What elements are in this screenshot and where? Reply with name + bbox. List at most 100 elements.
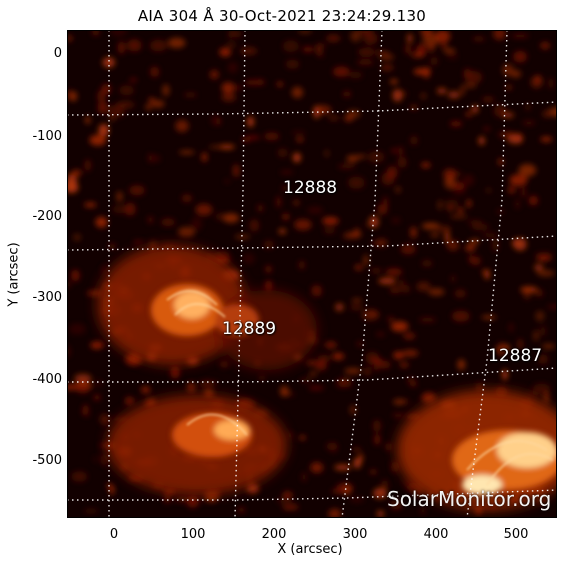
network-bright-point — [167, 37, 186, 48]
network-bright-point — [244, 79, 263, 86]
network-bright-point — [409, 380, 417, 387]
network-bright-point — [509, 174, 528, 187]
region-label-12887: 12887 — [488, 346, 543, 366]
network-bright-point — [242, 253, 255, 265]
network-bright-point — [354, 264, 363, 271]
network-bright-point — [462, 174, 475, 186]
network-bright-point — [259, 375, 265, 381]
network-bright-point — [324, 341, 337, 349]
network-bright-point — [190, 217, 203, 231]
network-bright-point — [246, 483, 259, 494]
x-tick-label: 300 — [342, 527, 368, 542]
network-bright-point — [411, 491, 425, 496]
network-bright-point — [110, 30, 128, 37]
network-bright-point — [294, 219, 312, 231]
network-bright-point — [129, 185, 145, 196]
network-bright-point — [332, 352, 345, 360]
network-bright-point — [390, 461, 400, 473]
network-bright-point — [482, 232, 498, 238]
x-tick-label: 200 — [261, 527, 287, 542]
network-bright-point — [345, 485, 350, 495]
network-bright-point — [234, 85, 243, 90]
network-bright-point — [418, 317, 436, 323]
network-bright-point — [301, 472, 307, 483]
network-bright-point — [399, 362, 409, 368]
network-bright-point — [84, 159, 91, 172]
network-bright-point — [406, 33, 413, 44]
network-bright-point — [277, 148, 288, 158]
network-bright-point — [391, 217, 401, 224]
network-bright-point — [226, 43, 236, 47]
network-bright-point — [459, 85, 465, 96]
network-bright-point — [347, 176, 365, 189]
network-bright-point — [463, 84, 477, 88]
network-bright-point — [410, 226, 417, 239]
network-bright-point — [446, 239, 460, 251]
network-bright-point — [390, 321, 409, 332]
network-bright-point — [151, 100, 165, 108]
network-bright-point — [98, 123, 109, 137]
network-bright-point — [368, 215, 379, 228]
network-bright-point — [380, 64, 394, 71]
network-bright-point — [378, 277, 397, 285]
network-bright-point — [466, 199, 472, 208]
network-bright-point — [376, 332, 385, 337]
network-bright-point — [67, 173, 78, 187]
network-bright-point — [534, 263, 544, 272]
network-bright-point — [74, 373, 92, 384]
network-bright-point — [511, 33, 529, 38]
network-bright-point — [449, 214, 468, 218]
network-bright-point — [390, 79, 398, 84]
network-bright-point — [351, 298, 362, 303]
network-bright-point — [535, 310, 545, 322]
network-bright-point — [276, 196, 281, 208]
network-bright-point — [145, 103, 152, 111]
network-bright-point — [372, 419, 381, 433]
network-bright-point — [73, 233, 81, 241]
network-bright-point — [317, 52, 325, 58]
network-bright-point — [195, 203, 213, 216]
network-bright-point — [510, 70, 522, 78]
network-bright-point — [228, 30, 234, 39]
network-bright-point — [358, 453, 363, 463]
network-bright-point — [465, 111, 472, 118]
network-bright-point — [356, 59, 374, 66]
network-bright-point — [493, 30, 506, 40]
network-bright-point — [219, 360, 229, 368]
network-bright-point — [430, 232, 440, 237]
network-bright-point — [367, 151, 385, 163]
network-bright-point — [234, 234, 251, 239]
network-bright-point — [374, 50, 390, 55]
network-bright-point — [285, 59, 300, 69]
network-bright-point — [421, 392, 436, 404]
network-bright-point — [219, 47, 231, 57]
y-tick-label: -200 — [32, 209, 62, 224]
network-bright-point — [375, 238, 388, 247]
network-bright-point — [350, 30, 361, 42]
network-bright-point — [379, 53, 395, 61]
network-bright-point — [513, 51, 527, 63]
network-bright-point — [428, 42, 435, 53]
network-bright-point — [125, 396, 134, 406]
network-bright-point — [526, 392, 539, 396]
network-bright-point — [537, 354, 549, 364]
network-bright-point — [224, 179, 231, 184]
network-bright-point — [292, 152, 301, 163]
network-bright-point — [349, 496, 364, 503]
network-bright-point — [280, 385, 289, 397]
network-bright-point — [178, 150, 195, 155]
network-bright-point — [390, 499, 402, 510]
network-bright-point — [452, 310, 470, 322]
network-bright-point — [322, 217, 339, 225]
network-bright-point — [356, 341, 363, 347]
network-bright-point — [132, 240, 144, 244]
network-bright-point — [282, 504, 299, 510]
network-bright-point — [441, 40, 447, 49]
network-bright-point — [75, 380, 91, 394]
network-bright-point — [313, 105, 320, 119]
network-bright-point — [85, 116, 91, 124]
network-bright-point — [164, 494, 171, 504]
network-bright-point — [71, 471, 88, 482]
network-bright-point — [391, 148, 397, 153]
network-bright-point — [342, 91, 351, 98]
